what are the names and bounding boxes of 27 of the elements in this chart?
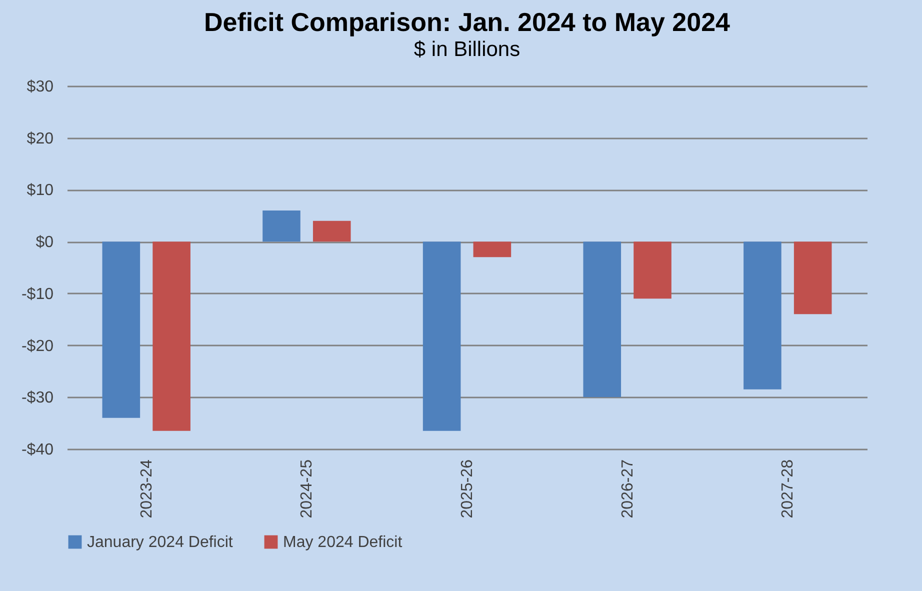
bar: [102, 242, 140, 418]
bar: [312, 220, 351, 242]
y-tick-label: $0: [36, 234, 54, 252]
x-tick-label: 2024-25: [298, 459, 316, 518]
legend-label: May 2024 Deficit: [283, 534, 403, 551]
bar: [262, 210, 300, 242]
legend-label: January 2024 Deficit: [87, 534, 234, 551]
x-tick-label: 2027-28: [780, 459, 797, 518]
y-tick-label: $20: [26, 130, 54, 148]
y-tick-label: -$20: [21, 338, 54, 355]
bar: [152, 242, 190, 431]
y-tick-label: -$30: [21, 390, 54, 407]
y-tick-label: -$10: [21, 286, 54, 303]
bar: [422, 242, 461, 431]
y-tick-label: -$40: [21, 442, 54, 458]
chart-subtitle: $ in Billions: [414, 38, 520, 61]
y-tick-label: $10: [26, 182, 54, 200]
chart-title: Deficit Comparison: Jan. 2024 to May 2024: [204, 7, 731, 37]
x-tick-label: 2025-26: [459, 459, 476, 518]
bar: [634, 242, 672, 299]
bar: [794, 242, 832, 314]
bar: [473, 242, 512, 258]
x-tick-label: 2026-27: [619, 459, 636, 518]
x-tick-label: 2023-24: [138, 459, 156, 518]
bar: [583, 242, 622, 398]
bar: [744, 242, 782, 390]
y-tick-label: $30: [26, 78, 54, 96]
